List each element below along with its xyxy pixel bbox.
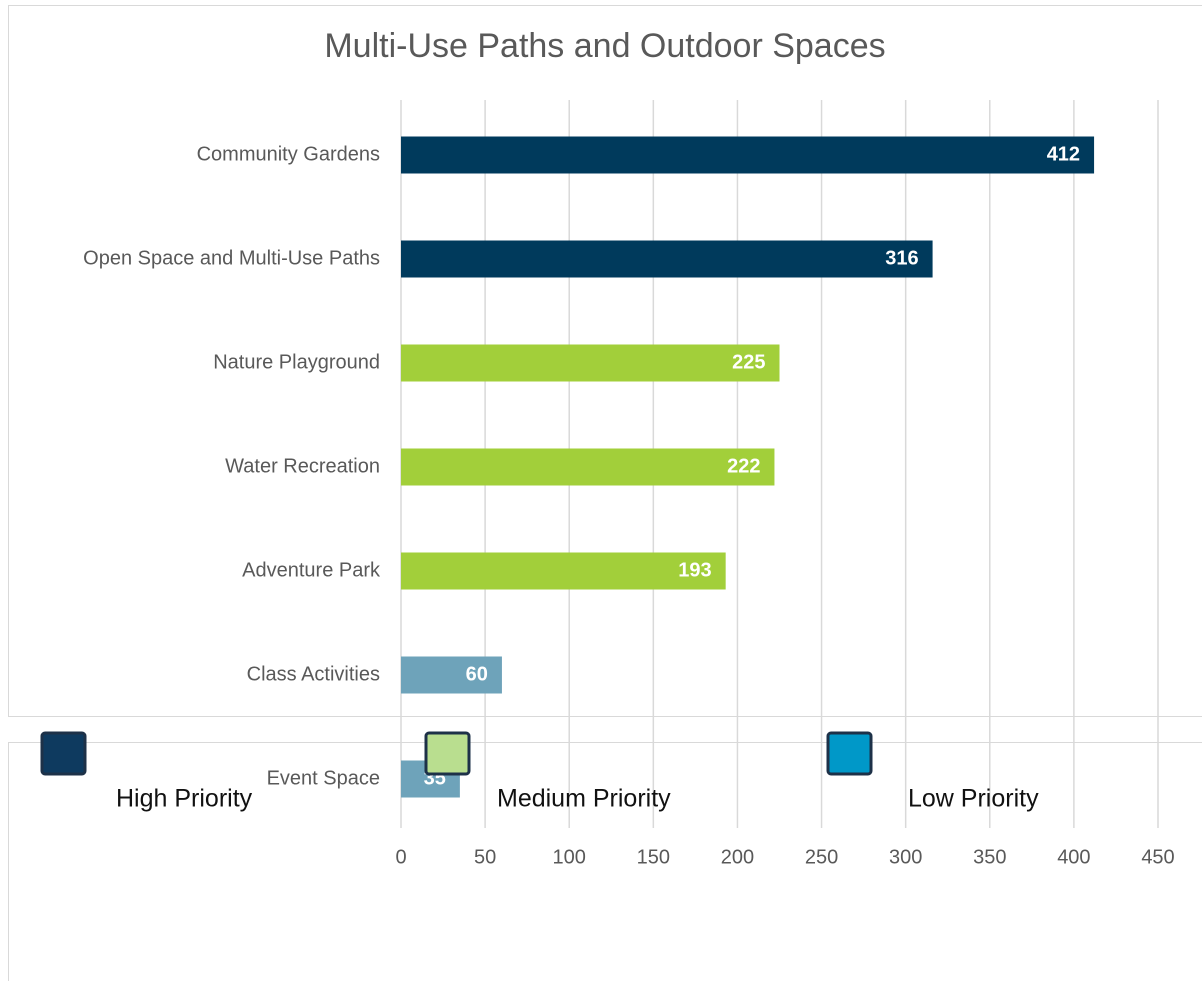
bar [401,344,780,382]
x-tick-label: 300 [889,846,922,868]
y-tick-label: Nature Playground [213,351,380,373]
legend-label: Medium Priority [497,785,671,813]
y-tick-label: Adventure Park [242,559,381,581]
y-tick-label: Event Space [267,767,380,789]
bar [401,552,726,590]
value-label: 60 [466,663,488,685]
x-tick-label: 50 [474,846,496,868]
x-tick-label: 0 [395,846,406,868]
legend-swatch [826,731,873,776]
bar [401,136,1095,174]
y-tick-label: Open Space and Multi-Use Paths [83,247,380,269]
x-tick-label: 450 [1141,846,1174,868]
legend-label: High Priority [116,785,253,813]
chart-title: Multi-Use Paths and Outdoor Spaces [324,27,885,65]
value-label: 412 [1047,143,1080,165]
x-tick-label: 200 [721,846,754,868]
x-tick-label: 100 [553,846,586,868]
x-tick-label: 350 [973,846,1006,868]
bar [401,448,775,486]
x-tick-label: 150 [637,846,670,868]
bar [401,240,933,278]
value-label: 316 [885,247,918,269]
legend-label: Low Priority [908,785,1039,813]
bar [401,656,502,694]
y-tick-label: Water Recreation [225,455,380,477]
y-tick-label: Community Gardens [197,143,380,165]
y-tick-label: Class Activities [247,663,380,685]
legend-swatch [424,731,471,776]
legend-swatch [40,731,87,776]
value-label: 222 [727,455,760,477]
legend-frame [8,742,1202,981]
value-label: 225 [732,351,765,373]
x-tick-label: 400 [1057,846,1090,868]
x-tick-label: 250 [805,846,838,868]
value-label: 193 [678,559,711,581]
